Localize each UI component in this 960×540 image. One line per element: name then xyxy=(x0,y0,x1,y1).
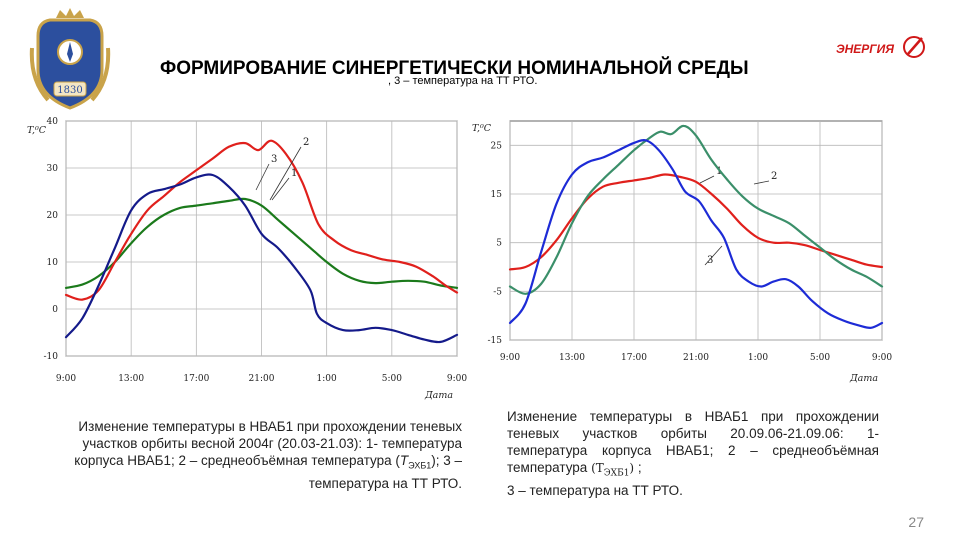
right-caption-text-b: ; xyxy=(637,460,642,475)
x-tick-label: 9:00 xyxy=(447,374,467,384)
x-tick-label: 9:00 xyxy=(56,374,76,384)
series-leader-line xyxy=(269,146,302,201)
series-leader-line xyxy=(255,163,270,191)
y-axis-title: T,⁰C xyxy=(472,123,492,134)
x-tick-label: 17:00 xyxy=(183,374,209,384)
page-number: 27 xyxy=(908,514,924,530)
series-line-3 xyxy=(508,139,884,329)
y-tick-label: 10 xyxy=(47,258,59,268)
left-caption-text-b: ); 3 – температура на ТТ РТО. xyxy=(308,453,462,491)
energia-logo: ЭНЕРГИЯ xyxy=(836,36,925,58)
series-line-3 xyxy=(64,173,459,344)
orbit-icon xyxy=(903,36,925,58)
right-caption-symbol: T xyxy=(595,461,604,475)
left-caption-text-a: Изменение температуры в НВАБ1 при прохож… xyxy=(74,419,462,468)
x-tick-label: 21:00 xyxy=(683,353,709,363)
series-label-3: 3 xyxy=(271,154,277,165)
x-tick-label: 13:00 xyxy=(559,353,585,363)
y-tick-label: -10 xyxy=(44,352,59,362)
series-line-1 xyxy=(508,173,884,271)
series-line-2 xyxy=(64,139,459,301)
series-leader-line xyxy=(699,175,715,184)
x-axis-title: Дата xyxy=(424,390,453,401)
right-caption-text-a: Изменение температуры в НВАБ1 при прохож… xyxy=(507,409,879,475)
crest-crown-icon xyxy=(56,8,84,18)
series-label-2: 2 xyxy=(771,171,777,182)
x-tick-label: 1:00 xyxy=(748,353,768,363)
series-line-2 xyxy=(508,124,884,295)
rocket-arrow-icon xyxy=(907,37,923,55)
right-caption-formula: (TЭХБ1) xyxy=(591,461,635,479)
x-tick-label: 1:00 xyxy=(317,374,337,384)
series-leader-line xyxy=(704,245,723,266)
series-leader-line xyxy=(753,180,770,185)
crest-ribbon-icon xyxy=(53,81,87,97)
x-tick-label: 17:00 xyxy=(621,353,647,363)
y-tick-label: 5 xyxy=(496,239,502,249)
series-label-3: 3 xyxy=(707,255,713,266)
series-label-1: 1 xyxy=(291,168,297,179)
right-caption-subscript: ЭХБ1 xyxy=(603,468,630,479)
y-tick-label: -5 xyxy=(493,287,502,297)
y-tick-label: 20 xyxy=(47,211,59,221)
y-tick-label: 0 xyxy=(52,305,58,315)
y-tick-label: 25 xyxy=(491,141,503,151)
y-tick-label: 15 xyxy=(491,190,503,200)
left-caption-symbol: T xyxy=(399,453,409,468)
left-caption-subscript: ЭХБ1 xyxy=(408,460,432,471)
university-crest: 1830 xyxy=(29,8,111,110)
crest-rocket-icon xyxy=(67,42,73,62)
right-chart-caption: Изменение температуры в НВАБ1 при прохож… xyxy=(507,408,879,499)
x-tick-label: 13:00 xyxy=(118,374,144,384)
right-caption-text-c: 3 – температура на ТТ РТО. xyxy=(507,483,683,499)
slide-title: ФОРМИРОВАНИЕ СИНЕРГЕТИЧЕСКИ НОМИНАЛЬНОЙ … xyxy=(160,58,749,79)
left-chart-caption: Изменение температуры в НВАБ1 при прохож… xyxy=(52,418,462,492)
series-label-2: 2 xyxy=(303,137,309,148)
y-tick-label: 40 xyxy=(47,117,59,127)
x-axis-title: Дата xyxy=(849,373,878,384)
x-tick-label: 9:00 xyxy=(500,353,520,363)
x-tick-label: 9:00 xyxy=(872,353,892,363)
title-overlap-text: , 3 – температура на ТТ РТО. xyxy=(388,75,538,87)
x-tick-label: 5:00 xyxy=(810,353,830,363)
y-axis-title: T,⁰C xyxy=(27,125,47,136)
x-tick-label: 21:00 xyxy=(249,374,275,384)
energia-logo-text: ЭНЕРГИЯ xyxy=(836,42,894,56)
series-label-1: 1 xyxy=(716,166,722,177)
y-tick-label: 30 xyxy=(47,164,59,174)
crest-year: 1830 xyxy=(57,85,82,96)
x-tick-label: 5:00 xyxy=(382,374,402,384)
crest-wreath-icon xyxy=(29,47,111,102)
series-leader-line xyxy=(271,177,290,201)
plot-frame xyxy=(65,120,458,357)
y-tick-label: -15 xyxy=(488,336,503,346)
series-line-1 xyxy=(64,197,459,289)
plot-frame xyxy=(509,120,883,341)
